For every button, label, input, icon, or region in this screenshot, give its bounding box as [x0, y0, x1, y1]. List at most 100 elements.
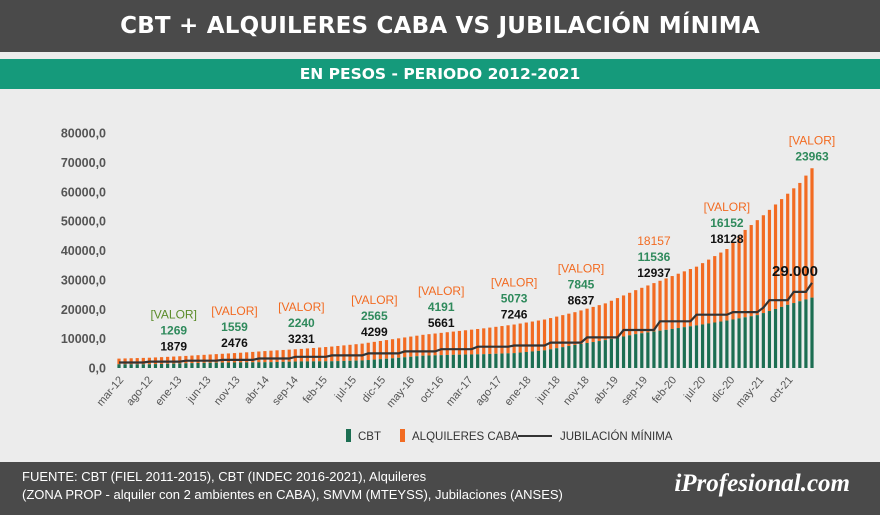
cbt-bar	[378, 359, 382, 368]
alquileres-bar	[232, 353, 237, 363]
alquileres-bar	[512, 324, 516, 354]
alquileres-bar	[269, 350, 273, 363]
cbt-data-label: 7845	[568, 277, 595, 291]
cbt-bar	[232, 362, 237, 368]
cbt-bar	[804, 299, 808, 368]
cbt-bar	[433, 355, 437, 368]
alquileres-bar	[220, 353, 224, 363]
legend-alquileres-swatch	[400, 429, 405, 442]
cbt-bar	[792, 303, 796, 368]
cbt-bar	[555, 348, 559, 368]
alquileres-bar	[397, 338, 401, 358]
alquileres-bar	[469, 329, 474, 355]
jubilacion-data-label: 12937	[637, 266, 671, 280]
x-tick-label: jun-13	[184, 374, 213, 406]
alquileres-bar	[585, 308, 589, 344]
alquileres-bar	[798, 182, 802, 302]
alquileres-bar	[342, 345, 346, 361]
cbt-bar	[646, 332, 650, 368]
alquileres-bar	[549, 318, 553, 350]
cbt-bar	[172, 363, 176, 368]
x-tick-label: nov-13	[212, 374, 243, 407]
cbt-bar	[372, 359, 376, 368]
alquileres-bar	[615, 298, 620, 338]
alquileres-bar	[190, 355, 194, 364]
cbt-bar	[640, 333, 644, 368]
alquileres-bar	[628, 292, 632, 336]
cbt-bar	[482, 354, 486, 368]
x-tick-label: abr-14	[242, 374, 272, 406]
cbt-bar	[159, 363, 164, 368]
cbt-bar	[694, 325, 699, 368]
chart-title: CBT + ALQUILERES CABA VS JUBILACIÓN MÍNI…	[0, 0, 880, 52]
alquileres-bar	[536, 320, 541, 351]
cbt-bar	[251, 362, 255, 368]
cbt-bar	[628, 335, 632, 368]
alquileres-bar	[476, 328, 480, 355]
cbt-bar	[591, 342, 595, 368]
cbt-bar	[451, 354, 455, 368]
source-line-2: (ZONA PROP - alquiler con 2 ambientes en…	[22, 487, 563, 502]
alquileres-bar	[257, 351, 261, 363]
cbt-bar	[615, 337, 620, 368]
cbt-bar	[196, 362, 200, 368]
alquileres-bar	[336, 345, 340, 362]
cbt-bar	[257, 362, 261, 368]
x-tick-label: oct-21	[767, 374, 796, 405]
cbt-bar	[245, 362, 249, 368]
alquileres-data-label: [VALOR]	[789, 133, 835, 147]
alquileres-bar	[281, 349, 285, 362]
alquileres-data-label: [VALOR]	[351, 293, 397, 307]
cbt-bar	[445, 354, 449, 368]
cbt-bar	[500, 353, 504, 368]
cbt-bar	[403, 357, 407, 368]
cbt-bar	[463, 354, 468, 368]
cbt-bar	[634, 334, 638, 368]
legend-alquileres-label: ALQUILERES CABA	[412, 431, 519, 443]
alquileres-bar	[707, 259, 711, 324]
x-tick-label: feb-20	[650, 374, 679, 406]
alquileres-data-label: [VALOR]	[211, 304, 257, 318]
alquileres-bar	[579, 310, 583, 344]
cbt-bar	[342, 360, 346, 368]
jubilacion-data-label: 1879	[160, 340, 187, 354]
alquileres-bar	[123, 358, 127, 365]
alquileres-bar	[330, 346, 334, 362]
cbt-bar	[621, 336, 626, 368]
cbt-bar	[597, 341, 601, 368]
cbt-bar	[786, 304, 790, 368]
x-tick-label: mar-17	[444, 374, 476, 408]
alquileres-bar	[354, 344, 358, 361]
x-tick-label: dic-20	[709, 374, 737, 405]
alquileres-bar	[263, 351, 267, 363]
x-tick-label: mar-12	[95, 374, 127, 408]
cbt-bar	[512, 353, 516, 368]
cbt-bar	[567, 346, 571, 368]
alquileres-bar	[743, 229, 747, 318]
cbt-bar	[749, 316, 753, 368]
cbt-bar	[658, 330, 662, 368]
alquileres-data-label: 18157	[637, 234, 671, 248]
cbt-bar	[549, 349, 553, 368]
cbt-bar	[670, 328, 674, 368]
cbt-bar	[409, 356, 413, 368]
cbt-data-label: 5073	[501, 292, 528, 306]
alquileres-bar	[773, 204, 778, 309]
alquileres-bar	[251, 351, 255, 363]
alquileres-bar	[488, 327, 492, 354]
alquileres-bar	[591, 306, 595, 343]
cbt-bar	[494, 353, 498, 368]
cbt-bar	[348, 360, 352, 368]
cbt-bar	[603, 340, 607, 368]
alquileres-bar	[688, 269, 693, 327]
cbt-bar	[305, 361, 310, 368]
alquileres-bar	[676, 273, 680, 329]
alquileres-bar	[713, 256, 717, 323]
alquileres-bar	[561, 315, 565, 348]
cbt-bar	[263, 362, 267, 368]
y-tick-label: 30000,0	[61, 273, 106, 287]
alquileres-bar	[299, 348, 303, 362]
cbt-bar	[281, 361, 285, 368]
cbt-bar	[275, 361, 279, 368]
alquileres-bar	[780, 199, 784, 307]
